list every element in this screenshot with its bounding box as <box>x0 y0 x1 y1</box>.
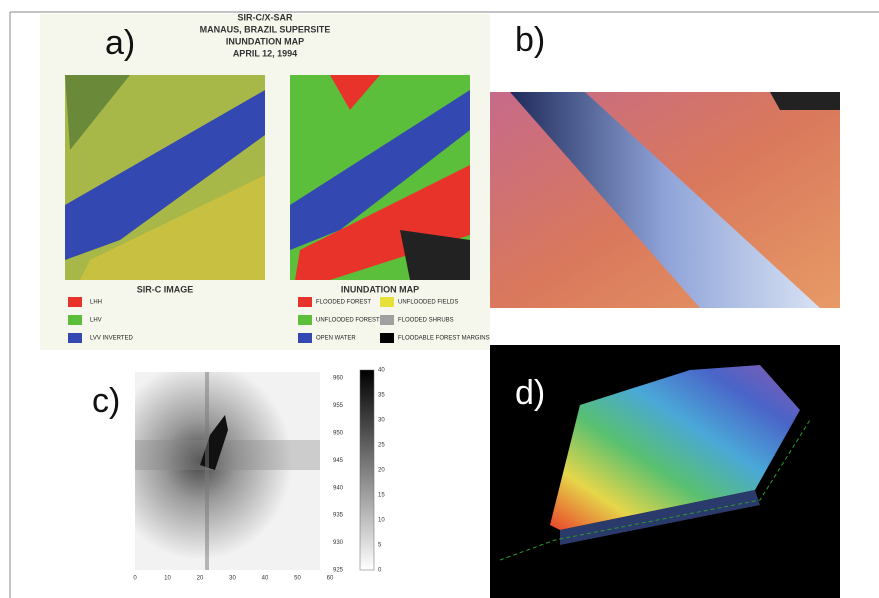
x-tick-label: 40 <box>262 576 269 582</box>
inundation-map <box>290 75 470 280</box>
colorbar-tick-label: 0 <box>378 568 382 574</box>
panel-label: d) <box>515 374 545 412</box>
colorbar-tick-label: 30 <box>378 418 385 424</box>
title-line: SIR-C/X-SAR <box>237 12 293 22</box>
y-tick-label: 925 <box>333 568 344 574</box>
legend-label: LHH <box>90 300 102 306</box>
colorbar-tick-label: 10 <box>378 518 385 524</box>
legend-swatch <box>68 297 82 307</box>
legend-swatch <box>298 333 312 343</box>
left-caption: SIR-C IMAGE <box>137 284 194 294</box>
legend-label: OPEN WATER <box>316 336 356 342</box>
title-line: MANAUS, BRAZIL SUPERSITE <box>200 24 331 34</box>
y-tick-label: 945 <box>333 458 344 464</box>
sir-c-map <box>65 75 265 280</box>
legend-swatch <box>68 333 82 343</box>
panel-label: c) <box>92 382 120 420</box>
legend-label: LHV <box>90 318 102 324</box>
y-tick-label: 955 <box>333 403 344 409</box>
title-line: APRIL 12, 1994 <box>233 48 297 58</box>
x-tick-label: 10 <box>164 576 171 582</box>
legend-swatch <box>380 315 394 325</box>
legend-swatch <box>380 333 394 343</box>
x-tick-label: 60 <box>327 576 334 582</box>
x-tick-label: 20 <box>197 576 204 582</box>
colorbar-tick-label: 20 <box>378 468 385 474</box>
legend-label: FLOODABLE FOREST MARGINS <box>398 336 490 342</box>
legend-swatch <box>298 297 312 307</box>
colorbar-tick-label: 25 <box>378 443 385 449</box>
x-tick-label: 50 <box>294 576 301 582</box>
legend-swatch <box>68 315 82 325</box>
legend-label: UNFLOODED FIELDS <box>398 300 458 306</box>
colorbar-tick-label: 35 <box>378 393 385 399</box>
y-tick-label: 930 <box>333 540 344 546</box>
panel-label: b) <box>515 21 545 59</box>
x-tick-label: 0 <box>133 576 137 582</box>
y-tick-label: 950 <box>333 430 344 436</box>
right-caption: INUNDATION MAP <box>341 284 419 294</box>
legend-label: FLOODED FOREST <box>316 300 371 306</box>
y-tick-label: 960 <box>333 376 344 382</box>
colorbar-tick-label: 15 <box>378 493 385 499</box>
panel-label: a) <box>105 24 135 62</box>
y-tick-label: 935 <box>333 513 344 519</box>
panel-c-image <box>135 372 320 570</box>
legend-label: UNFLOODED FOREST <box>316 318 380 324</box>
colorbar-tick-label: 40 <box>378 368 385 374</box>
colorbar <box>360 370 374 570</box>
legend-swatch <box>298 315 312 325</box>
legend-swatch <box>380 297 394 307</box>
panel-b-image <box>490 92 840 308</box>
y-tick-label: 940 <box>333 485 344 491</box>
figure: a) SIR-C/X-SAR MANAUS, BRAZIL SUPERSITE IN… <box>0 0 879 598</box>
legend-label: FLOODED SHRUBS <box>398 318 454 324</box>
x-tick-label: 30 <box>229 576 236 582</box>
colorbar-tick-label: 5 <box>378 543 382 549</box>
title-line: INUNDATION MAP <box>226 36 304 46</box>
legend-label: LVV INVERTED <box>90 336 133 342</box>
